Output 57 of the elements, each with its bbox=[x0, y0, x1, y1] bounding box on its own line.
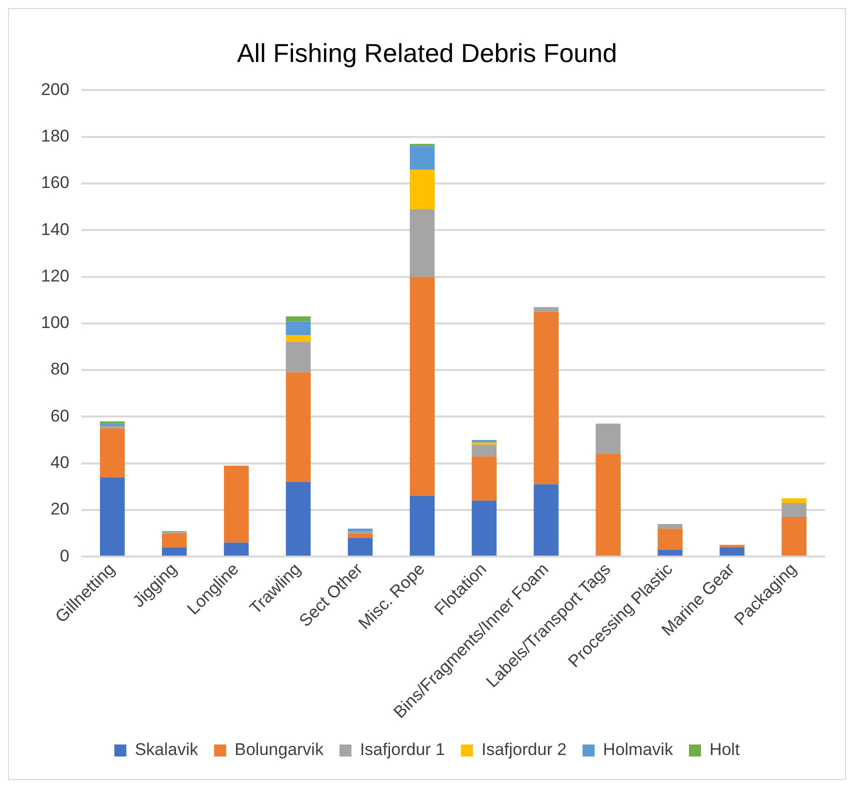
bar bbox=[658, 550, 682, 556]
y-tick-label: 20 bbox=[50, 500, 70, 519]
bar bbox=[348, 530, 373, 534]
bar bbox=[410, 496, 435, 556]
legend-label: Isafjordur 1 bbox=[360, 740, 446, 760]
bar bbox=[782, 516, 806, 556]
bar bbox=[348, 538, 373, 556]
bar bbox=[286, 321, 311, 336]
bar bbox=[286, 372, 311, 482]
bar bbox=[410, 146, 435, 170]
legend-label: Bolungarvik bbox=[234, 740, 324, 760]
bar bbox=[224, 466, 249, 543]
bar bbox=[472, 440, 497, 442]
y-tick-label: 0 bbox=[60, 546, 70, 566]
bar bbox=[720, 547, 744, 556]
chart-title: All Fishing Related Debris Found bbox=[236, 38, 618, 68]
y-tick-label: 60 bbox=[50, 406, 70, 426]
y-tick-label: 140 bbox=[40, 220, 70, 239]
bar bbox=[286, 316, 311, 322]
legend-label: Holmavik bbox=[603, 740, 674, 760]
bar bbox=[658, 528, 682, 550]
y-tick-label: 80 bbox=[50, 360, 70, 379]
y-tick-label: 100 bbox=[40, 313, 70, 332]
legend-label: Holt bbox=[709, 740, 740, 760]
bar bbox=[410, 169, 435, 210]
bar bbox=[100, 424, 125, 426]
bar bbox=[100, 428, 125, 478]
bar bbox=[162, 533, 187, 548]
bar bbox=[472, 444, 497, 456]
y-tick-label: 120 bbox=[40, 266, 70, 286]
bar bbox=[596, 454, 620, 556]
bar bbox=[286, 342, 311, 372]
bar bbox=[472, 500, 497, 556]
y-tick-label: 40 bbox=[50, 453, 70, 472]
bar bbox=[720, 544, 744, 548]
bar bbox=[534, 307, 559, 312]
bar bbox=[410, 276, 435, 496]
bar bbox=[348, 533, 373, 538]
bar bbox=[596, 424, 620, 454]
y-tick-label: 160 bbox=[40, 173, 70, 192]
bar bbox=[100, 477, 125, 556]
y-tick-label: 180 bbox=[40, 126, 70, 146]
bar bbox=[410, 209, 435, 277]
legend-label: Skalavik bbox=[134, 740, 199, 760]
bar bbox=[472, 456, 497, 501]
bar bbox=[286, 335, 311, 342]
bar bbox=[162, 530, 187, 534]
bar bbox=[782, 502, 806, 517]
legend-label: Isafjordur 2 bbox=[482, 740, 567, 760]
bar bbox=[224, 542, 249, 556]
bar bbox=[162, 547, 187, 556]
bar bbox=[286, 482, 311, 556]
bar bbox=[782, 498, 806, 503]
y-tick-label: 200 bbox=[40, 80, 70, 99]
bar bbox=[658, 524, 682, 529]
bar bbox=[534, 484, 559, 556]
bar bbox=[534, 312, 559, 484]
